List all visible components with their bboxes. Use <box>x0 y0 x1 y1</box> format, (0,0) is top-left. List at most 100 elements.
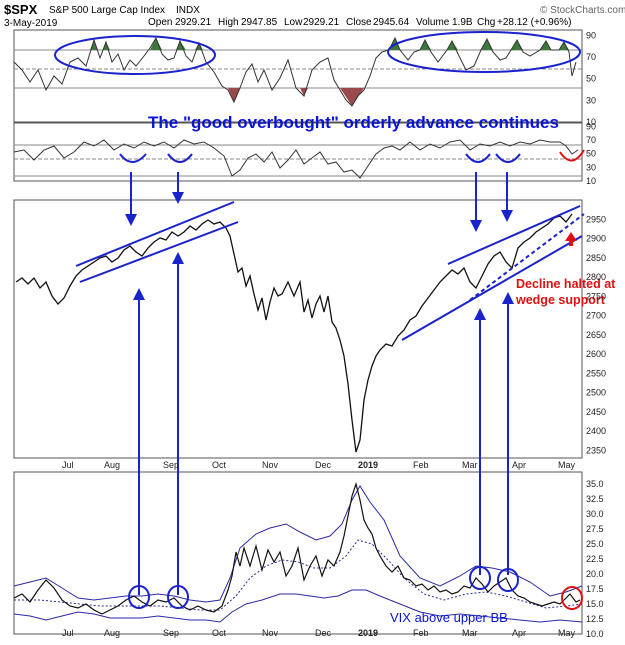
channel-lower-2018 <box>79 221 239 283</box>
vix-line <box>13 481 581 615</box>
vix-ytick-label: 22.5 <box>586 554 604 564</box>
price-xtick-label: Oct <box>212 460 227 470</box>
vix-ytick-label: 27.5 <box>586 524 604 534</box>
price-xtick-label: Dec <box>315 460 332 470</box>
symbol: $SPX <box>4 2 38 17</box>
arrow-down-3-head <box>470 220 482 232</box>
vix-panel <box>13 481 583 623</box>
vix-xtick-label: Dec <box>315 628 332 638</box>
vix-panel-frame <box>13 471 583 635</box>
rsi-long-ytick-label: 10 <box>586 176 596 186</box>
bb-upper <box>13 485 583 603</box>
price-xtick-label: Apr <box>512 460 526 470</box>
rsi-14-ytick-label: 70 <box>586 52 596 62</box>
bb-touch-circle-3 <box>469 566 491 590</box>
rsi-14-ytick-label: 90 <box>586 30 596 40</box>
wedge-support-dashed <box>469 213 585 301</box>
dip-marker-4 <box>495 153 521 163</box>
index-name: S&P 500 Large Cap Index <box>49 5 165 16</box>
vix-ytick-label: 15.0 <box>586 599 604 609</box>
rsi-panel <box>13 31 581 107</box>
vix-xtick-label: Aug <box>104 628 120 638</box>
watermark: © StockCharts.com <box>540 5 625 16</box>
low-label: Low <box>284 17 303 28</box>
price-xtick-label: May <box>558 460 576 470</box>
dip-marker-2 <box>167 153 193 163</box>
dip-marker-current <box>559 149 585 162</box>
arrow-down-4-head <box>501 210 513 222</box>
decline-annotation-line2: wedge support <box>515 293 606 307</box>
vix-xtick-label: Oct <box>212 628 227 638</box>
vix-xtick-label: Nov <box>262 628 279 638</box>
price-xtick-label: Nov <box>262 460 279 470</box>
rsi-highlight-ellipse-left <box>54 35 216 75</box>
vix-xtick-label: Apr <box>512 628 526 638</box>
support-up-arrow-stem <box>569 240 573 246</box>
rsi-overbought-fill <box>90 38 569 50</box>
price-panel-frame <box>13 199 583 459</box>
vix-annotation: VIX above upper BB <box>390 610 508 625</box>
vix-ytick-label: 30.0 <box>586 509 604 519</box>
vix-xtick-label: 2019 <box>358 628 378 638</box>
annotation-arrows <box>125 172 514 595</box>
arrow-up-4-head <box>502 292 514 304</box>
price-xtick-label: Jul <box>62 460 74 470</box>
price-ytick-label: 2350 <box>586 445 606 455</box>
price-ytick-label: 2500 <box>586 388 606 398</box>
vix-xtick-label: Jul <box>62 628 74 638</box>
rsi-line <box>13 36 577 107</box>
price-xtick-label: 2019 <box>358 460 378 470</box>
channel-upper-2018 <box>75 201 235 267</box>
dip-marker-3 <box>465 153 491 163</box>
rsi-long-ytick-label: 30 <box>586 162 596 172</box>
volume-value: 1.9B <box>452 17 473 28</box>
wedge-lower <box>401 235 583 341</box>
price-ytick-label: 2450 <box>586 407 606 417</box>
price-xtick-label: Aug <box>104 460 120 470</box>
bb-touch-circle-4 <box>497 568 519 592</box>
high-label: High <box>218 17 239 28</box>
vix-xtick-label: Feb <box>413 628 429 638</box>
price-panel <box>15 201 585 453</box>
chart-header: $SPX S&P 500 Large Cap Index INDX 3-May-… <box>4 2 625 29</box>
price-xtick-label: Sep <box>163 460 179 470</box>
wedge-upper <box>447 205 581 265</box>
bb-touch-circle-1 <box>128 585 150 609</box>
bb-touch-circle-2 <box>167 585 189 609</box>
rsi-long-ytick-label: 70 <box>586 135 596 145</box>
price-ytick-label: 2750 <box>586 291 606 301</box>
arrow-up-3-head <box>474 308 486 320</box>
price-ytick-label: 2550 <box>586 368 606 378</box>
price-xtick-label: Mar <box>462 460 478 470</box>
vix-ytick-label: 10.0 <box>586 629 604 639</box>
rsi-14-ytick-label: 30 <box>586 95 596 105</box>
chart-date: 3-May-2019 <box>4 18 58 29</box>
overbought-annotation: The "good overbought" orderly advance co… <box>148 113 559 132</box>
open-label: Open <box>148 17 172 28</box>
arrow-down-2-head <box>172 192 184 204</box>
arrow-up-1-head <box>133 288 145 300</box>
rsi2-line <box>13 139 579 179</box>
chg-value: +28.12 (+0.96%) <box>497 17 572 28</box>
exchange: INDX <box>176 5 200 16</box>
price-ytick-label: 2850 <box>586 253 606 263</box>
rsi2-panel <box>13 139 585 179</box>
price-ytick-label: 2600 <box>586 349 606 359</box>
price-ytick-label: 2650 <box>586 330 606 340</box>
volume-label: Volume <box>416 17 450 28</box>
close-value: 2945.64 <box>373 17 410 28</box>
bb-touch-circle-current <box>561 586 583 610</box>
arrow-up-2-head <box>172 252 184 264</box>
price-ytick-label: 2400 <box>586 426 606 436</box>
price-ytick-label: 2900 <box>586 234 606 244</box>
dip-marker-1 <box>119 153 147 163</box>
vix-ytick-label: 25.0 <box>586 539 604 549</box>
axes: 1030507090103050709023502400245025002550… <box>62 30 606 639</box>
rsi-panel-frame <box>13 29 583 123</box>
vix-ytick-label: 20.0 <box>586 569 604 579</box>
vix-ytick-label: 32.5 <box>586 494 604 504</box>
price-ytick-label: 2950 <box>586 214 606 224</box>
vix-ytick-label: 17.5 <box>586 584 604 594</box>
